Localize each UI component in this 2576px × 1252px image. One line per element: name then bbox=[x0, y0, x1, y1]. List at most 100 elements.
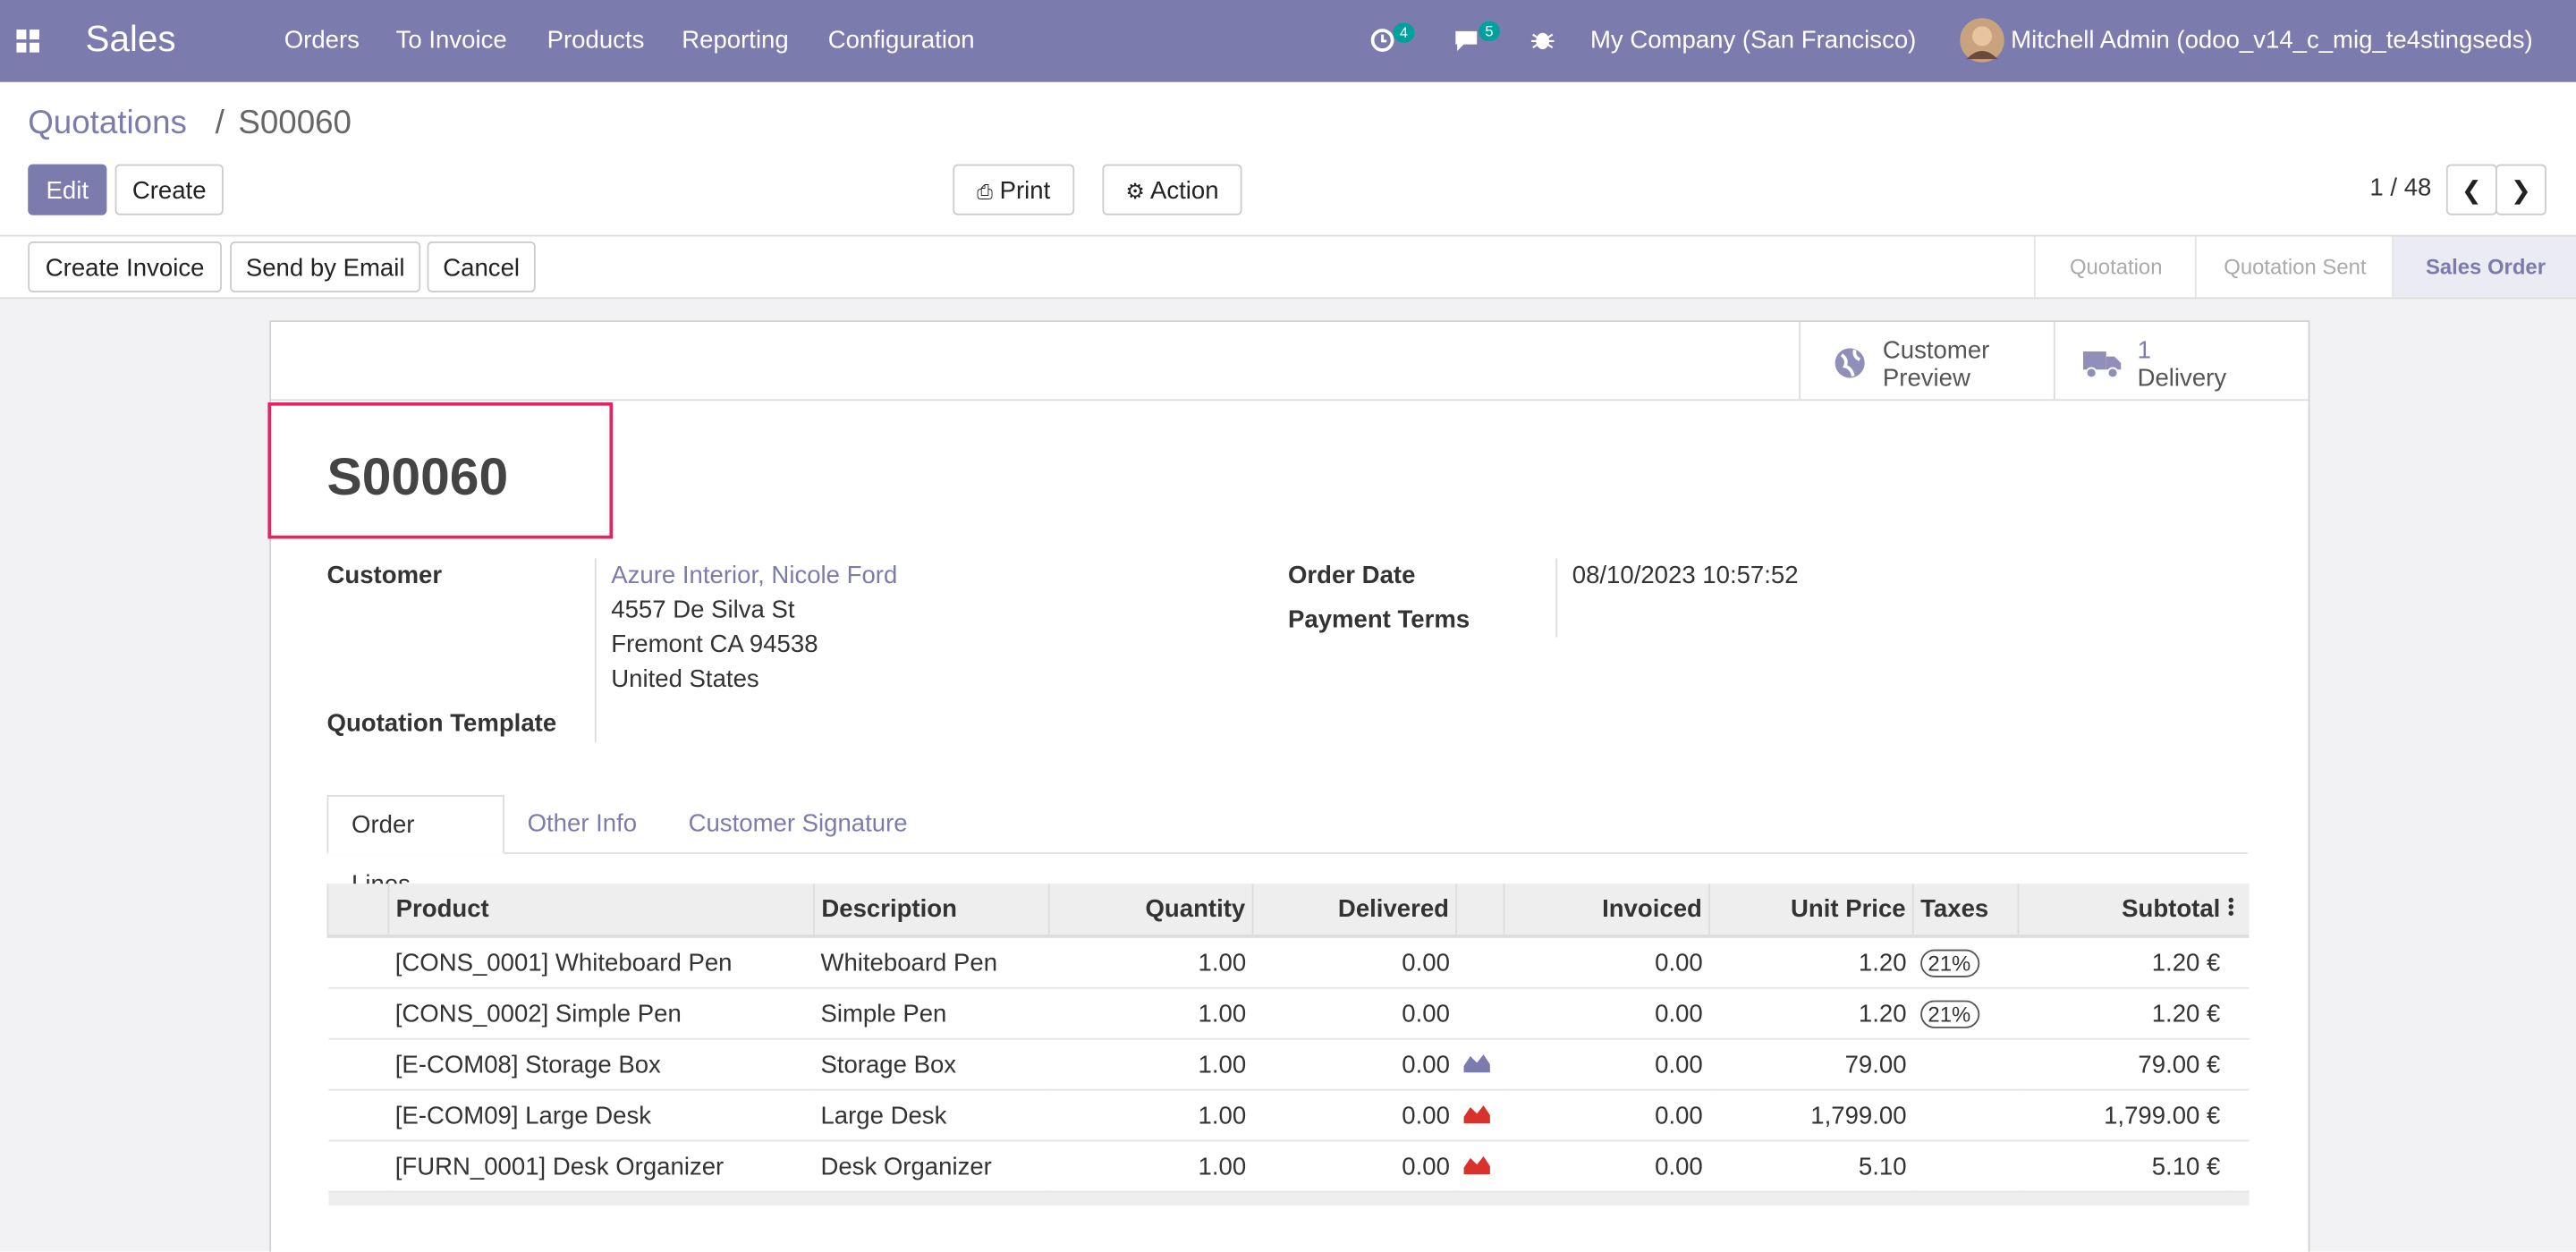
messages-icon[interactable] bbox=[1454, 28, 1482, 53]
handle-cell bbox=[327, 1139, 389, 1192]
address-line: Fremont CA 94538 bbox=[611, 630, 818, 659]
status-step[interactable]: Sales Order bbox=[2392, 236, 2576, 298]
cell: 0.00 bbox=[1504, 1088, 1710, 1141]
activity-icon[interactable] bbox=[1370, 28, 1395, 53]
pager-previous[interactable]: ❮ bbox=[2445, 164, 2497, 216]
forecast-icon[interactable] bbox=[1462, 1154, 1490, 1174]
cell: 79.00 € bbox=[2018, 1037, 2227, 1090]
menu-item[interactable]: Configuration bbox=[827, 26, 975, 55]
order-name: S00060 bbox=[326, 446, 509, 506]
edit-button[interactable]: Edit bbox=[28, 164, 107, 216]
cell: [E-COM09] Large Desk bbox=[388, 1088, 815, 1141]
order-line[interactable]: [CONS_0002] Simple Pen Simple Pen 1.00 0.00… bbox=[327, 986, 2249, 1039]
truck-icon bbox=[2082, 351, 2122, 379]
print-label: Print bbox=[999, 177, 1051, 206]
column-header[interactable]: Product bbox=[387, 884, 815, 938]
field-label: Customer bbox=[326, 562, 443, 590]
field-divider bbox=[1555, 558, 1558, 638]
tax-badge: 21% bbox=[1919, 999, 1979, 1028]
order-line[interactable]: [E-COM09] Large Desk Large Desk 1.00 0.00 0.… bbox=[327, 1088, 2249, 1141]
column-header[interactable]: Delivered bbox=[1251, 884, 1457, 938]
debug-icon[interactable] bbox=[1530, 28, 1555, 53]
table-footer bbox=[327, 1190, 2249, 1206]
smart-button-label: Customer Preview bbox=[1882, 336, 1990, 393]
order-line[interactable]: [FURN_0001] Desk Organizer Desk Organizer… bbox=[327, 1139, 2249, 1192]
address-line: United States bbox=[611, 664, 759, 694]
action-label: Action bbox=[1149, 177, 1219, 206]
cell: 1.00 bbox=[1048, 1037, 1253, 1090]
optional-columns[interactable] bbox=[2226, 884, 2249, 938]
tab[interactable]: Order Lines bbox=[326, 794, 504, 899]
address-line: 4557 De Silva St bbox=[611, 596, 795, 624]
cell: [FURN_0001] Desk Organizer bbox=[388, 1139, 815, 1192]
cell: [CONS_0001] Whiteboard Pen bbox=[388, 935, 815, 988]
status-step[interactable]: Quotation Sent bbox=[2194, 236, 2394, 298]
handle-cell bbox=[327, 1088, 389, 1141]
column-header[interactable]: Unit Price bbox=[1708, 884, 1913, 938]
smart-button[interactable]: 1 Delivery bbox=[2053, 322, 2310, 400]
cell: 79.00 bbox=[1709, 1037, 1913, 1090]
breadcrumb-link[interactable]: Quotations bbox=[28, 105, 187, 141]
tax-badge: 21% bbox=[1919, 948, 1979, 977]
forecast-cell bbox=[1456, 1139, 1504, 1192]
field-divider bbox=[594, 558, 597, 743]
avatar[interactable] bbox=[1960, 18, 2004, 63]
header-button[interactable]: Cancel bbox=[427, 241, 536, 292]
column-header[interactable]: Subtotal bbox=[2017, 884, 2227, 938]
pager-next[interactable]: ❯ bbox=[2496, 164, 2546, 216]
cell: 0.00 bbox=[1252, 935, 1457, 988]
apps-icon[interactable] bbox=[16, 30, 40, 53]
cell: 5.10 € bbox=[2018, 1139, 2227, 1192]
menu-item[interactable]: To Invoice bbox=[395, 26, 507, 55]
handle-cell bbox=[327, 1037, 389, 1090]
cell: 0.00 bbox=[1252, 986, 1457, 1039]
cell: 21% bbox=[1912, 935, 2019, 988]
customer-link[interactable]: Azure Interior, Nicole Ford bbox=[611, 562, 898, 590]
field-label: Payment Terms bbox=[1288, 605, 1470, 634]
menu-item[interactable]: Reporting bbox=[682, 26, 789, 55]
gear-icon: ⚙ bbox=[1125, 179, 1145, 204]
column-header[interactable]: Taxes bbox=[1911, 884, 2019, 938]
column-header[interactable]: Description bbox=[813, 884, 1049, 938]
forecast-cell bbox=[1456, 1037, 1504, 1090]
cell: 1.00 bbox=[1048, 986, 1253, 1039]
footer-cell bbox=[327, 1190, 2249, 1206]
cell: 0.00 bbox=[1504, 1139, 1710, 1192]
forecast-icon[interactable] bbox=[1462, 1052, 1490, 1072]
cell bbox=[1912, 1139, 2019, 1192]
company-switcher[interactable]: My Company (San Francisco) bbox=[1589, 26, 1917, 55]
cell: 1.00 bbox=[1048, 1088, 1253, 1141]
user-menu[interactable]: Mitchell Admin (odoo_v14_c_mig_te4stings… bbox=[2011, 26, 2533, 55]
messages-badge: 5 bbox=[1479, 21, 1500, 41]
print-button[interactable]: ⎙ Print bbox=[953, 164, 1075, 216]
field-label: Order Date bbox=[1288, 562, 1416, 590]
table-header: Product Description Quantity Delivered Invoi… bbox=[326, 884, 2249, 938]
header-button[interactable]: Create Invoice bbox=[28, 241, 222, 292]
create-button[interactable]: Create bbox=[114, 164, 224, 216]
forecast-cell bbox=[1456, 1088, 1504, 1141]
order-line[interactable]: [E-COM08] Storage Box Storage Box 1.00 0.00… bbox=[327, 1037, 2249, 1090]
app-name[interactable]: Sales bbox=[85, 18, 176, 60]
cell: Desk Organizer bbox=[814, 1139, 1049, 1192]
action-button[interactable]: ⚙ Action bbox=[1102, 164, 1242, 216]
cell: [CONS_0002] Simple Pen bbox=[388, 986, 815, 1039]
spacer-cell bbox=[2226, 935, 2249, 988]
menu-item[interactable]: Products bbox=[547, 26, 645, 55]
breadcrumb-current: S00060 bbox=[238, 105, 352, 141]
column-header[interactable]: Quantity bbox=[1047, 884, 1253, 938]
spacer-cell bbox=[2226, 1088, 2249, 1141]
tab[interactable]: Other Info bbox=[527, 809, 638, 838]
smart-button[interactable]: Customer Preview bbox=[1799, 322, 2055, 400]
order-lines-table: Product Description Quantity Delivered Invoi… bbox=[326, 884, 2249, 1206]
status-step[interactable]: Quotation bbox=[2033, 236, 2197, 298]
spacer-cell bbox=[2226, 1139, 2249, 1192]
menu-item[interactable]: Orders bbox=[284, 26, 360, 55]
column-header[interactable]: Invoiced bbox=[1503, 884, 1710, 938]
header-button[interactable]: Send by Email bbox=[230, 241, 421, 292]
forecast-icon[interactable] bbox=[1462, 1103, 1490, 1123]
order-line[interactable]: [CONS_0001] Whiteboard Pen Whiteboard Pen… bbox=[327, 935, 2249, 988]
field-value: 08/10/2023 10:57:52 bbox=[1572, 562, 1799, 590]
navbar: Sales Orders To Invoice Products Reporti… bbox=[0, 0, 2576, 82]
pager: 1 / 48 bbox=[2369, 173, 2432, 202]
tab[interactable]: Customer Signature bbox=[688, 809, 908, 838]
